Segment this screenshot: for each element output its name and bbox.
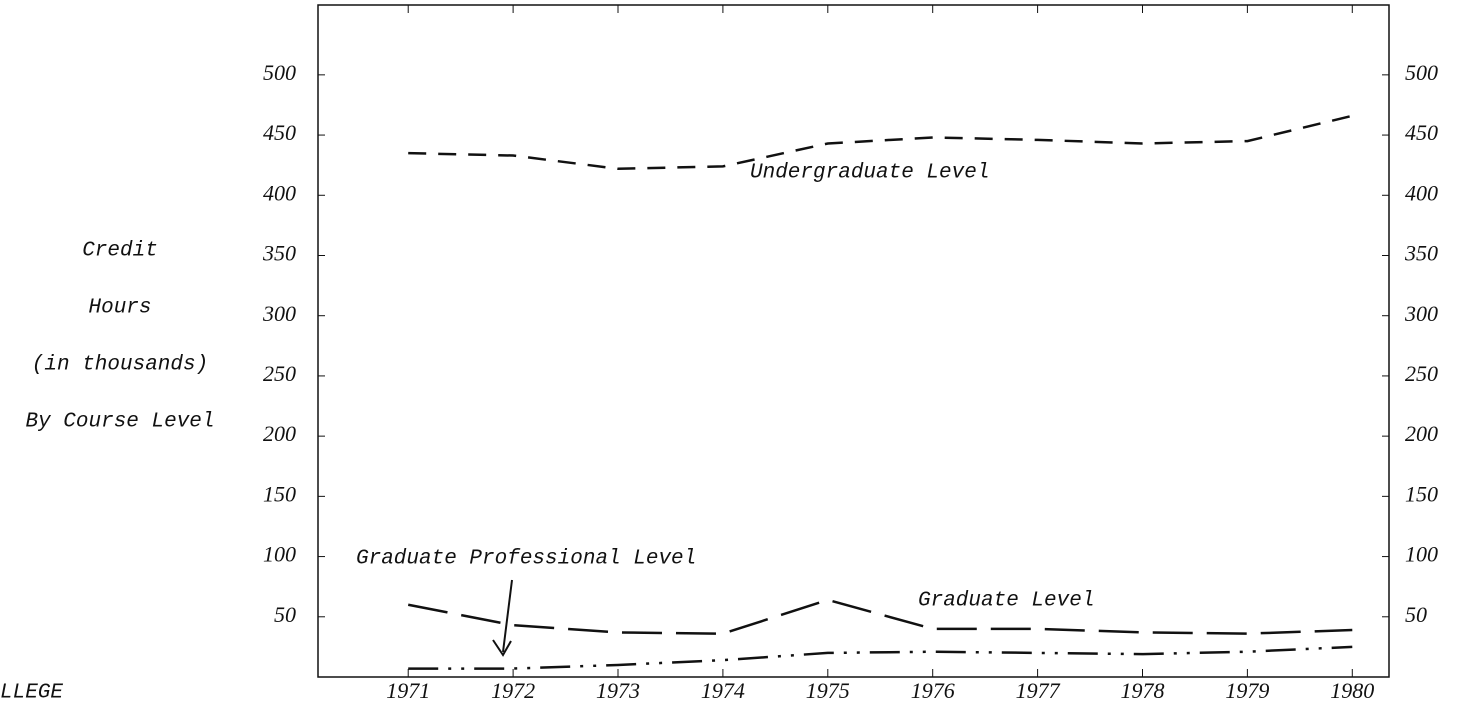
y2-tick-label: 50 (1405, 602, 1427, 627)
y2-tick-label: 150 (1405, 481, 1438, 506)
x-tick-label: 1979 (1225, 678, 1269, 703)
x-tick-label: 1973 (596, 678, 640, 703)
y2-tick-label: 200 (1405, 421, 1438, 446)
series-annotation: Graduate Professional Level (356, 548, 696, 571)
series-annotation: Undergraduate Level (750, 162, 989, 185)
y-tick-label: 500 (263, 60, 296, 85)
arrow-head (492, 639, 512, 657)
y-tick-label: 50 (274, 602, 296, 627)
y2-tick-label: 450 (1405, 120, 1438, 145)
y-label-line: Credit (82, 240, 158, 263)
y-tick-label: 300 (262, 301, 296, 326)
annotation-arrow (502, 579, 513, 653)
y-label-line: (in thousands) (32, 354, 208, 377)
series-line (407, 598, 1353, 635)
y-tick-label: 100 (263, 542, 296, 567)
y-tick-label: 150 (263, 481, 296, 506)
x-tick-label: 1977 (1016, 678, 1061, 703)
y2-tick-label: 250 (1405, 361, 1438, 386)
y-label-line: Hours (88, 297, 151, 320)
y-label-line: By Course Level (25, 411, 214, 434)
x-tick-label: 1978 (1120, 678, 1164, 703)
y2-tick-label: 400 (1405, 180, 1438, 205)
x-tick-label: 1976 (911, 678, 955, 703)
y2-tick-label: 100 (1405, 542, 1438, 567)
y-tick-label: 450 (263, 120, 296, 145)
x-tick-label: 1971 (386, 678, 430, 703)
y-tick-label: 250 (263, 361, 296, 386)
y2-tick-label: 500 (1405, 60, 1438, 85)
series-annotation: Graduate Level (918, 590, 1094, 613)
footer-fragment: LLEGE (0, 682, 63, 705)
y2-tick-label: 300 (1404, 301, 1438, 326)
y2-tick-label: 350 (1404, 241, 1438, 266)
x-tick-label: 1975 (806, 678, 850, 703)
series-line (408, 645, 1353, 670)
series-line (408, 114, 1353, 171)
x-tick-label: 1972 (491, 678, 535, 703)
plot-frame (317, 4, 1390, 678)
y-tick-label: 400 (263, 180, 296, 205)
y-tick-label: 350 (262, 241, 296, 266)
x-tick-label: 1980 (1330, 678, 1374, 703)
x-tick-label: 1974 (701, 678, 745, 703)
y-tick-label: 200 (263, 421, 296, 446)
